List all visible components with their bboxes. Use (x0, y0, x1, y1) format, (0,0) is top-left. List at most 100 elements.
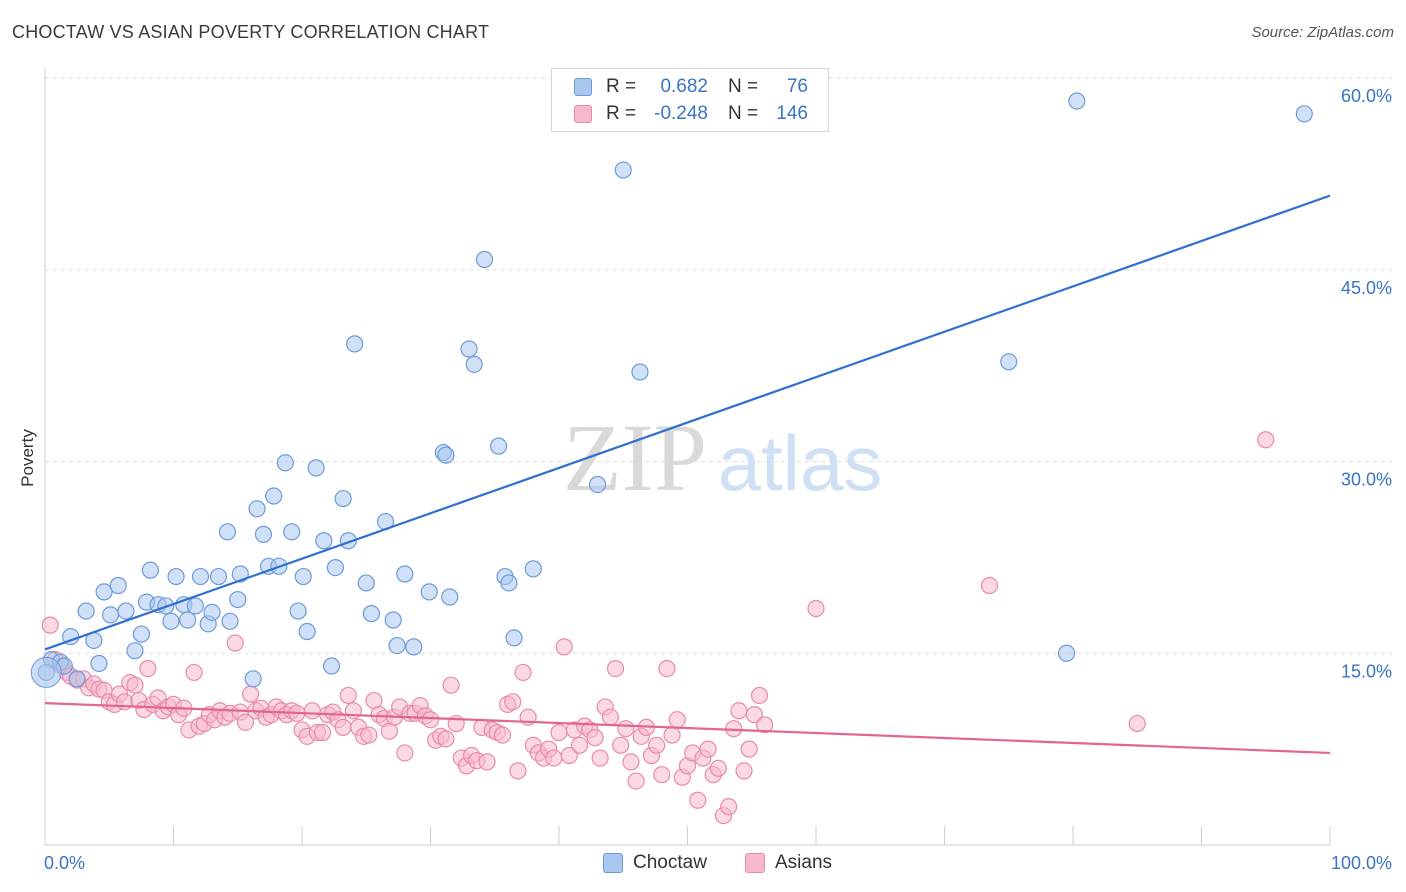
asians-point (658, 659, 676, 678)
choctaw-point (1000, 353, 1018, 371)
asians-point (437, 730, 455, 748)
asians-point (601, 708, 620, 726)
n-value: 76 (786, 76, 808, 97)
tick-labels: 15.0% 30.0% 45.0% 60.0% 0.0% 100.0% (44, 86, 1392, 873)
asians-point (560, 746, 578, 765)
choctaw-point (524, 560, 542, 578)
asians-point (126, 676, 144, 694)
r-value: -0.248 (654, 103, 708, 124)
source-label: Source: ZipAtlas.com (1251, 24, 1394, 41)
asians-point (740, 740, 758, 758)
choctaw-swatch (574, 78, 592, 96)
asians-point (478, 753, 496, 771)
choctaw-point (209, 567, 228, 586)
choctaw-point (186, 597, 204, 615)
asians-point (612, 736, 630, 754)
r-label: R = (606, 103, 637, 124)
asians-point (514, 663, 532, 682)
choctaw-point (1295, 105, 1313, 123)
watermark: ZIP atlas (563, 404, 882, 511)
asians-point (709, 759, 727, 777)
choctaw-point (334, 489, 352, 508)
asians-point (313, 723, 332, 742)
asians-point (617, 720, 635, 738)
legend-item-asians: Asians (745, 852, 832, 874)
choctaw-point (294, 567, 312, 586)
choctaw-point (500, 574, 518, 592)
choctaw-point (126, 642, 144, 660)
legend-row-choctaw: R = 0.682 N = 76 (574, 75, 808, 99)
asians-swatch (745, 853, 765, 873)
choctaw-trend-line (44, 194, 1331, 651)
y-tick-label: 60.0% (1341, 86, 1392, 106)
asians-point (442, 676, 460, 694)
asians-point (570, 736, 589, 754)
y-tick-label: 45.0% (1341, 278, 1392, 298)
choctaw-point (614, 161, 632, 179)
legend-row-asians: R = -0.248 N = 146 (574, 102, 808, 126)
y-axis-label: Poverty (18, 429, 37, 487)
choctaw-point (265, 487, 283, 505)
choctaw-point (396, 565, 414, 583)
choctaw-point (346, 335, 364, 353)
choctaw-point (322, 657, 341, 675)
choctaw-point (283, 523, 301, 541)
legend-label-asians: Asians (775, 852, 833, 873)
asians-point (622, 753, 640, 771)
stats-legend: R = 0.682 N = 76 R = -0.248 N = 146 (551, 68, 829, 132)
choctaw-point (244, 670, 262, 688)
asians-point (663, 726, 681, 744)
asians-point (493, 726, 512, 744)
choctaw-point (441, 588, 459, 606)
choctaw-point (109, 576, 127, 595)
series-legend: Choctaw Asians (0, 852, 1406, 878)
legend-label-choctaw: Choctaw (633, 852, 707, 873)
choctaw-point (405, 638, 423, 656)
asians-point (509, 762, 527, 780)
asians-point (360, 726, 378, 744)
asians-point (606, 659, 625, 678)
choctaw-point (254, 525, 273, 543)
asians-point (745, 706, 763, 724)
asians-trend-line (44, 702, 1331, 755)
asians-point (504, 693, 522, 711)
asians-point (545, 749, 563, 767)
choctaw-point (68, 670, 86, 688)
choctaw-swatch (603, 853, 623, 873)
chart-title: CHOCTAW VS ASIAN POVERTY CORRELATION CHA… (12, 22, 490, 42)
choctaw-point (588, 475, 607, 494)
asians-point (699, 740, 717, 758)
choctaw-point (248, 500, 266, 518)
asians-points (41, 431, 1275, 825)
asians-swatch (574, 105, 592, 123)
choctaw-point (221, 612, 239, 630)
asians-point (334, 718, 352, 736)
choctaw-point (505, 629, 523, 647)
asians-point (735, 762, 753, 780)
asians-point (550, 723, 568, 742)
choctaw-point (357, 574, 375, 592)
n-label: N = (728, 76, 759, 97)
axes (44, 68, 1331, 846)
choctaw-point (95, 583, 113, 601)
choctaw-point (631, 363, 649, 381)
choctaw-point (132, 625, 150, 643)
choctaw-point (229, 590, 247, 609)
choctaw-point (384, 611, 402, 629)
asians-point (555, 638, 573, 656)
asians-point (396, 744, 414, 762)
asians-point (750, 686, 769, 705)
choctaw-point (388, 636, 406, 655)
watermark-zip: ZIP (563, 404, 707, 511)
asians-point (730, 702, 748, 720)
asians-point (591, 749, 609, 767)
x-tick-label: 100.0% (1331, 853, 1392, 873)
choctaw-point (437, 446, 455, 464)
choctaw-point (141, 561, 159, 579)
choctaw-point-large (30, 656, 62, 688)
r-value: 0.682 (660, 76, 708, 97)
choctaw-points (30, 92, 1313, 688)
choctaw-point (218, 523, 237, 541)
asians-point (41, 616, 59, 634)
